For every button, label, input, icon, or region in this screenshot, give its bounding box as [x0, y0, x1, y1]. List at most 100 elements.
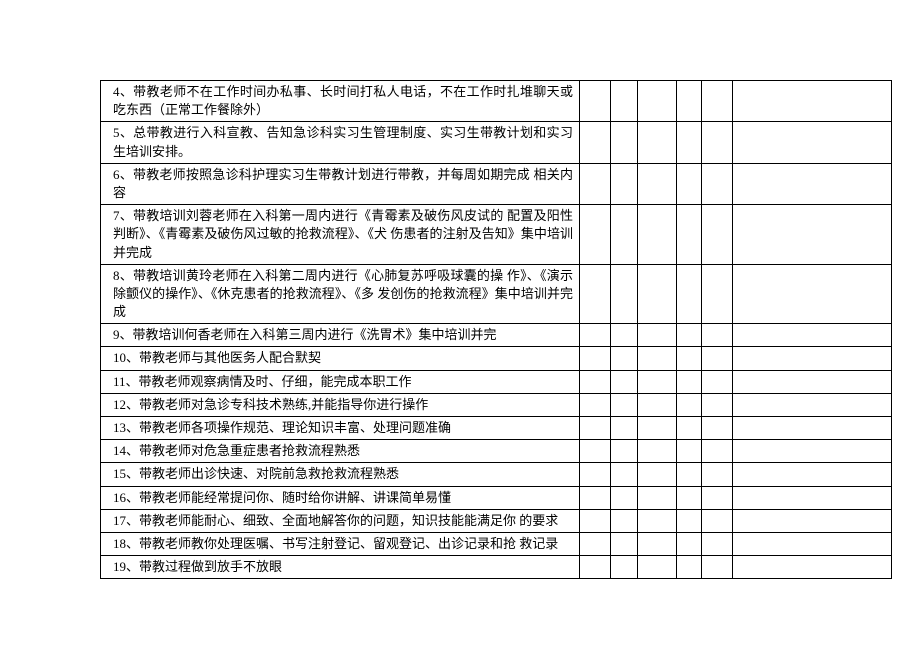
- rating-cell-4: [677, 486, 702, 509]
- table-row: 13、带教老师各项操作规范、理论知识丰富、处理问题准确: [101, 417, 892, 440]
- rating-cell-1: [580, 440, 611, 463]
- rating-cell-4: [677, 556, 702, 579]
- rating-cell-5: [702, 463, 733, 486]
- rating-cell-6: [733, 264, 892, 324]
- row-description: 11、带教老师观察病情及时、仔细，能完成本职工作: [101, 370, 580, 393]
- rating-cell-5: [702, 532, 733, 555]
- row-description: 14、带教老师对危急重症患者抢救流程熟悉: [101, 440, 580, 463]
- rating-cell-2: [611, 393, 638, 416]
- rating-cell-1: [580, 393, 611, 416]
- rating-cell-4: [677, 370, 702, 393]
- rating-cell-5: [702, 440, 733, 463]
- rating-cell-1: [580, 264, 611, 324]
- rating-cell-3: [638, 463, 677, 486]
- rating-cell-2: [611, 509, 638, 532]
- rating-cell-6: [733, 440, 892, 463]
- row-description: 9、带教培训何香老师在入科第三周内进行《洗胃术》集中培训并完: [101, 324, 580, 347]
- table-row: 7、带教培训刘蓉老师在入科第一周内进行《青霉素及破伤风皮试的 配置及阳性判断》、…: [101, 205, 892, 265]
- rating-cell-3: [638, 509, 677, 532]
- rating-cell-5: [702, 81, 733, 122]
- rating-cell-2: [611, 205, 638, 265]
- rating-cell-6: [733, 463, 892, 486]
- rating-cell-3: [638, 264, 677, 324]
- rating-cell-3: [638, 417, 677, 440]
- rating-cell-1: [580, 486, 611, 509]
- rating-cell-2: [611, 417, 638, 440]
- rating-cell-2: [611, 324, 638, 347]
- rating-cell-4: [677, 264, 702, 324]
- rating-cell-1: [580, 163, 611, 204]
- rating-cell-2: [611, 347, 638, 370]
- rating-cell-6: [733, 81, 892, 122]
- rating-cell-3: [638, 556, 677, 579]
- rating-cell-6: [733, 532, 892, 555]
- table-row: 10、带教老师与其他医务人配合默契: [101, 347, 892, 370]
- rating-cell-3: [638, 532, 677, 555]
- rating-cell-4: [677, 532, 702, 555]
- rating-cell-2: [611, 122, 638, 163]
- rating-cell-1: [580, 556, 611, 579]
- row-description: 7、带教培训刘蓉老师在入科第一周内进行《青霉素及破伤风皮试的 配置及阳性判断》、…: [101, 205, 580, 265]
- rating-cell-5: [702, 205, 733, 265]
- rating-cell-2: [611, 463, 638, 486]
- row-description: 6、带教老师按照急诊科护理实习生带教计划进行带教，并每周如期完成 相关内容: [101, 163, 580, 204]
- table-row: 8、带教培训黄玲老师在入科第二周内进行《心肺复苏呼吸球囊的操 作》、《演示除颤仪…: [101, 264, 892, 324]
- rating-cell-4: [677, 122, 702, 163]
- rating-cell-5: [702, 370, 733, 393]
- rating-cell-4: [677, 347, 702, 370]
- row-description: 10、带教老师与其他医务人配合默契: [101, 347, 580, 370]
- rating-cell-4: [677, 393, 702, 416]
- rating-cell-4: [677, 440, 702, 463]
- rating-cell-2: [611, 556, 638, 579]
- rating-cell-3: [638, 324, 677, 347]
- rating-cell-6: [733, 163, 892, 204]
- rating-cell-2: [611, 532, 638, 555]
- rating-cell-2: [611, 163, 638, 204]
- row-description: 16、带教老师能经常提问你、随时给你讲解、讲课简单易懂: [101, 486, 580, 509]
- rating-cell-1: [580, 532, 611, 555]
- rating-cell-3: [638, 163, 677, 204]
- table-row: 16、带教老师能经常提问你、随时给你讲解、讲课简单易懂: [101, 486, 892, 509]
- rating-cell-4: [677, 417, 702, 440]
- rating-cell-5: [702, 163, 733, 204]
- rating-cell-3: [638, 393, 677, 416]
- rating-cell-4: [677, 81, 702, 122]
- table-row: 6、带教老师按照急诊科护理实习生带教计划进行带教，并每周如期完成 相关内容: [101, 163, 892, 204]
- rating-cell-6: [733, 486, 892, 509]
- rating-cell-6: [733, 556, 892, 579]
- rating-cell-6: [733, 393, 892, 416]
- rating-cell-1: [580, 370, 611, 393]
- row-description: 8、带教培训黄玲老师在入科第二周内进行《心肺复苏呼吸球囊的操 作》、《演示除颤仪…: [101, 264, 580, 324]
- table-row: 15、带教老师出诊快速、对院前急救抢救流程熟悉: [101, 463, 892, 486]
- rating-cell-5: [702, 264, 733, 324]
- rating-cell-1: [580, 122, 611, 163]
- rating-cell-5: [702, 486, 733, 509]
- row-description: 12、带教老师对急诊专科技术熟练,并能指导你进行操作: [101, 393, 580, 416]
- rating-cell-3: [638, 486, 677, 509]
- rating-cell-1: [580, 324, 611, 347]
- rating-cell-1: [580, 417, 611, 440]
- rating-cell-6: [733, 205, 892, 265]
- row-description: 17、带教老师能耐心、细致、全面地解答你的问题，知识技能能满足你 的要求: [101, 509, 580, 532]
- row-description: 19、带教过程做到放手不放眼: [101, 556, 580, 579]
- rating-cell-6: [733, 509, 892, 532]
- table-row: 14、带教老师对危急重症患者抢救流程熟悉: [101, 440, 892, 463]
- rating-cell-1: [580, 509, 611, 532]
- rating-cell-5: [702, 417, 733, 440]
- table-row: 17、带教老师能耐心、细致、全面地解答你的问题，知识技能能满足你 的要求: [101, 509, 892, 532]
- row-description: 15、带教老师出诊快速、对院前急救抢救流程熟悉: [101, 463, 580, 486]
- rating-cell-4: [677, 324, 702, 347]
- table-row: 9、带教培训何香老师在入科第三周内进行《洗胃术》集中培训并完: [101, 324, 892, 347]
- table-row: 19、带教过程做到放手不放眼: [101, 556, 892, 579]
- rating-cell-6: [733, 122, 892, 163]
- rating-cell-2: [611, 81, 638, 122]
- rating-cell-2: [611, 370, 638, 393]
- table-row: 18、带教老师教你处理医嘱、书写注射登记、留观登记、出诊记录和抢 救记录: [101, 532, 892, 555]
- evaluation-table: 4、带教老师不在工作时间办私事、长时间打私人电话，不在工作时扎堆聊天或吃东西（正…: [100, 80, 892, 579]
- rating-cell-3: [638, 205, 677, 265]
- rating-cell-4: [677, 163, 702, 204]
- rating-cell-5: [702, 347, 733, 370]
- rating-cell-3: [638, 122, 677, 163]
- table-row: 12、带教老师对急诊专科技术熟练,并能指导你进行操作: [101, 393, 892, 416]
- rating-cell-1: [580, 205, 611, 265]
